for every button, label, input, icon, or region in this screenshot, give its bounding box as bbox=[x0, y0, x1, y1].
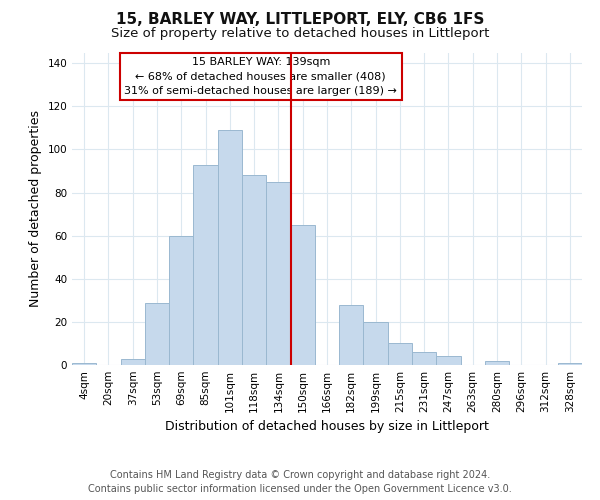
Bar bbox=[364, 322, 388, 365]
Text: 15, BARLEY WAY, LITTLEPORT, ELY, CB6 1FS: 15, BARLEY WAY, LITTLEPORT, ELY, CB6 1FS bbox=[116, 12, 484, 28]
Bar bbox=[266, 182, 290, 365]
Bar bbox=[436, 356, 461, 365]
Bar bbox=[290, 225, 315, 365]
Text: Size of property relative to detached houses in Littleport: Size of property relative to detached ho… bbox=[111, 28, 489, 40]
Bar bbox=[218, 130, 242, 365]
Bar bbox=[412, 352, 436, 365]
Text: 15 BARLEY WAY: 139sqm
← 68% of detached houses are smaller (408)
31% of semi-det: 15 BARLEY WAY: 139sqm ← 68% of detached … bbox=[124, 57, 397, 96]
Text: Contains HM Land Registry data © Crown copyright and database right 2024.
Contai: Contains HM Land Registry data © Crown c… bbox=[88, 470, 512, 494]
X-axis label: Distribution of detached houses by size in Littleport: Distribution of detached houses by size … bbox=[165, 420, 489, 434]
Bar bbox=[339, 304, 364, 365]
Bar bbox=[72, 363, 96, 365]
Bar bbox=[388, 344, 412, 365]
Bar bbox=[121, 358, 145, 365]
Bar bbox=[242, 176, 266, 365]
Bar bbox=[558, 363, 582, 365]
Bar bbox=[145, 302, 169, 365]
Bar bbox=[193, 164, 218, 365]
Y-axis label: Number of detached properties: Number of detached properties bbox=[29, 110, 42, 307]
Bar bbox=[485, 360, 509, 365]
Bar bbox=[169, 236, 193, 365]
